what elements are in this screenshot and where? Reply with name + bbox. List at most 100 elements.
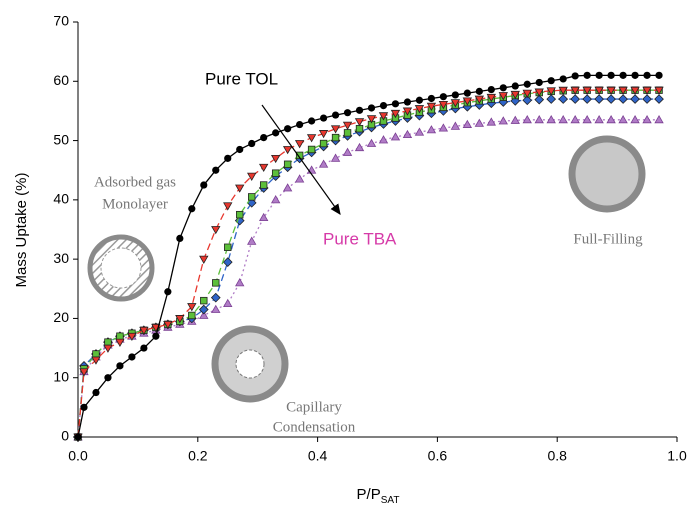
data-point: [594, 94, 604, 104]
data-point: [212, 166, 220, 174]
data-point: [270, 195, 281, 204]
y-tick-label: 60: [53, 72, 69, 88]
data-point: [104, 338, 112, 346]
data-point: [284, 125, 292, 133]
data-point: [642, 86, 652, 95]
series-line: [77, 89, 660, 438]
data-point: [247, 236, 257, 245]
data-point: [438, 123, 449, 132]
data-point: [475, 87, 483, 95]
data-point: [427, 94, 436, 103]
y-tick-label: 20: [53, 309, 69, 325]
data-point: [606, 86, 616, 95]
data-point: [642, 115, 652, 124]
data-point: [103, 344, 113, 353]
y-tick-label: 70: [53, 13, 69, 29]
data-point: [355, 106, 364, 114]
data-point: [582, 115, 592, 124]
data-point: [570, 94, 581, 104]
data-point: [606, 94, 616, 104]
data-point: [319, 114, 328, 122]
data-point: [342, 147, 353, 156]
y-tick-label: 30: [53, 250, 69, 266]
data-point: [200, 181, 208, 189]
data-point: [224, 154, 232, 162]
data-point: [618, 94, 628, 104]
data-point: [522, 115, 532, 124]
data-point: [116, 362, 124, 370]
data-point: [294, 140, 305, 149]
data-point: [152, 332, 160, 340]
data-point: [222, 257, 233, 267]
data-point: [259, 163, 269, 173]
data-point: [498, 116, 508, 125]
annotation: Monolayer: [102, 196, 168, 212]
data-point: [582, 86, 592, 95]
data-point: [330, 153, 341, 162]
data-point: [80, 403, 88, 411]
data-point: [79, 368, 89, 377]
data-point: [535, 78, 543, 87]
data-point: [462, 119, 473, 128]
data-point: [354, 142, 365, 152]
data-point: [643, 71, 651, 79]
data-point: [402, 129, 413, 139]
data-point: [462, 97, 473, 106]
data-point: [582, 94, 593, 104]
data-point: [654, 86, 664, 95]
data-point: [128, 353, 136, 361]
y-axis-label: Mass Uptake (%): [13, 172, 30, 287]
data-point: [282, 183, 293, 192]
series: [74, 71, 663, 441]
data-point: [198, 304, 209, 315]
data-point: [450, 121, 461, 130]
monolayer-icon: [87, 234, 155, 302]
data-point: [367, 104, 376, 112]
data-point: [236, 145, 244, 154]
data-point: [296, 120, 304, 129]
data-point: [199, 310, 209, 319]
data-point: [210, 292, 221, 303]
data-point: [474, 118, 485, 127]
series: [73, 86, 664, 442]
data-point: [618, 115, 628, 124]
data-point: [175, 315, 185, 324]
data-point: [91, 356, 101, 365]
data-point: [498, 92, 508, 101]
data-point: [390, 109, 401, 119]
data-point: [139, 326, 149, 336]
data-point: [318, 159, 329, 168]
data-point: [378, 135, 389, 144]
data-point: [595, 71, 603, 79]
data-point: [306, 134, 317, 143]
data-point: [187, 303, 197, 312]
data-point: [271, 169, 280, 177]
data-point: [570, 86, 580, 95]
data-point: [607, 71, 615, 79]
data-point: [331, 111, 340, 119]
y-tick-label: 50: [53, 131, 69, 147]
data-point: [546, 115, 556, 124]
data-point: [546, 87, 556, 96]
data-point: [426, 125, 437, 134]
x-axis-label: P/PSAT: [357, 486, 400, 506]
data-point: [318, 130, 329, 139]
data-point: [378, 112, 389, 121]
data-point: [439, 93, 447, 101]
y-tick-label: 40: [53, 191, 69, 207]
data-point: [188, 311, 196, 320]
data-point: [654, 115, 664, 124]
data-point: [92, 350, 100, 358]
data-point: [583, 71, 591, 79]
data-point: [270, 154, 281, 164]
data-point: [248, 139, 256, 148]
data-point: [283, 160, 292, 168]
data-point: [115, 338, 125, 347]
data-point: [474, 95, 485, 104]
annotation: Condensation: [273, 419, 356, 435]
data-point: [499, 84, 507, 92]
data-point: [199, 255, 209, 264]
annotation-arrow: [261, 104, 341, 215]
data-point: [403, 98, 412, 106]
data-point: [224, 243, 232, 251]
